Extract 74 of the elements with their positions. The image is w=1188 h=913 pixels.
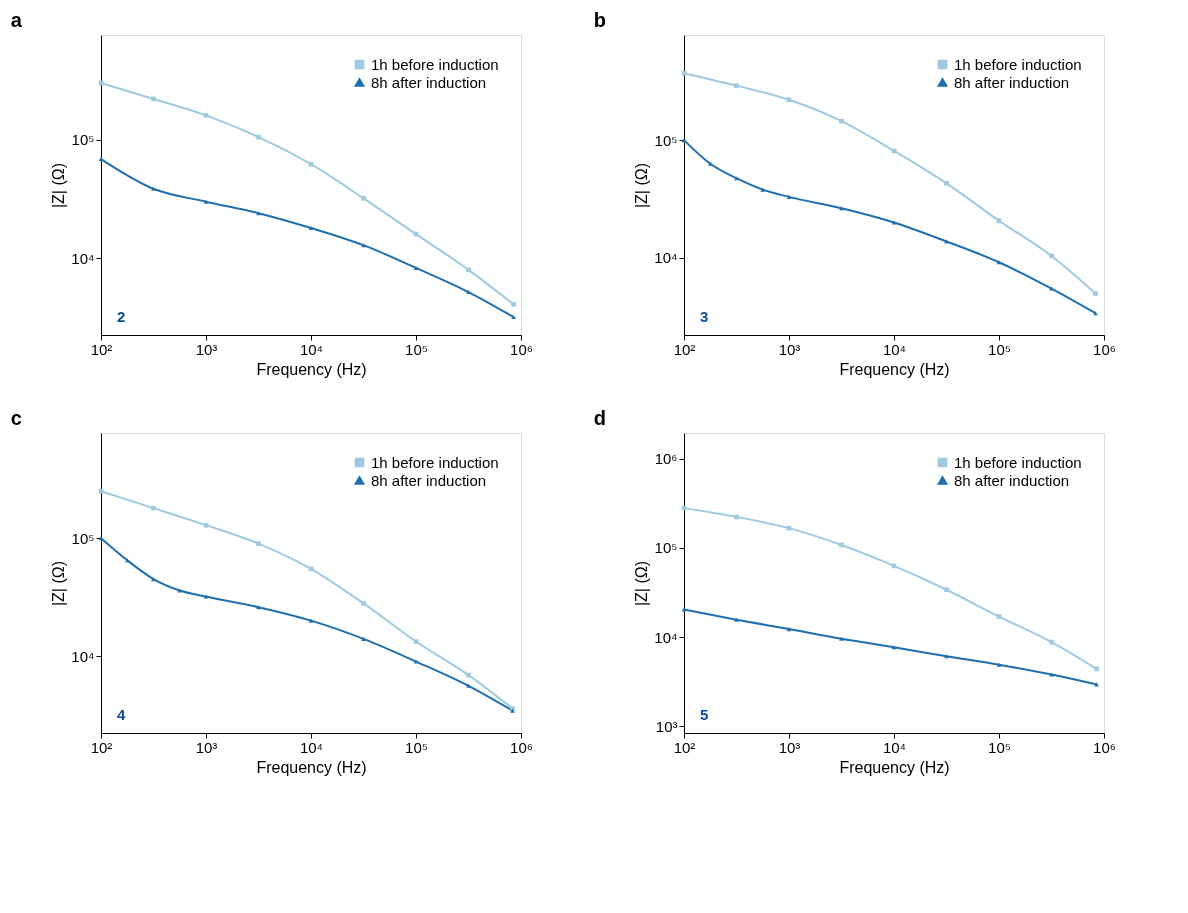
x-tick-label: 10⁶	[510, 738, 533, 756]
y-axis-title: |Z| (Ω)	[633, 560, 651, 607]
x-tick-label: 10⁶	[1093, 738, 1116, 756]
legend-label: 8h after induction	[371, 471, 487, 489]
point	[151, 96, 156, 102]
x-tick-label: 10⁶	[510, 340, 533, 358]
legend-label: 1h before induction	[371, 453, 499, 471]
point	[151, 186, 156, 191]
point	[944, 587, 949, 593]
x-tick-label: 10³	[778, 738, 801, 756]
legend-label: 1h before induction	[954, 55, 1082, 73]
y-tick-label: 10⁵	[71, 529, 95, 547]
point	[256, 134, 261, 140]
point	[839, 636, 844, 641]
x-tick-label: 10⁵	[988, 738, 1011, 756]
y-tick-label: 10³	[655, 717, 678, 735]
x-tick-label: 10⁶	[1093, 340, 1116, 358]
x-axis-title: Frequency (Hz)	[839, 360, 950, 378]
y-tick-label: 10⁴	[71, 647, 95, 665]
x-tick-label: 10³	[195, 738, 218, 756]
chart-title: c	[10, 407, 22, 429]
x-tick-label: 10³	[195, 340, 218, 358]
point	[681, 607, 687, 612]
x-tick-label: 10²	[90, 340, 113, 358]
point	[1049, 639, 1054, 645]
y-tick-label: 10⁵	[654, 131, 678, 149]
point	[839, 542, 844, 548]
point	[734, 617, 739, 622]
annotation: 4	[117, 706, 126, 723]
x-axis-title: Frequency (Hz)	[256, 758, 367, 776]
x-tick-label: 10⁵	[405, 340, 428, 358]
point	[203, 113, 209, 118]
x-tick-label: 10⁵	[988, 340, 1011, 358]
y-axis-title: |Z| (Ω)	[50, 162, 68, 209]
legend-label: 8h after induction	[954, 471, 1070, 489]
x-tick-label: 10²	[673, 340, 696, 358]
point	[996, 614, 1002, 619]
legend-label: 8h after induction	[954, 73, 1070, 91]
point	[203, 199, 209, 204]
x-tick-label: 10⁴	[299, 340, 324, 358]
point	[996, 662, 1002, 667]
point	[361, 195, 366, 201]
y-tick-label: 10⁴	[71, 249, 95, 267]
point	[734, 514, 739, 520]
y-tick-label: 10⁴	[654, 249, 678, 267]
y-tick-label: 10⁵	[71, 131, 95, 149]
x-tick-label: 10⁴	[299, 738, 324, 756]
x-axis-title: Frequency (Hz)	[256, 360, 367, 378]
annotation: 3	[700, 308, 709, 325]
x-axis-title: Frequency (Hz)	[839, 758, 950, 776]
annotation: 5	[700, 706, 709, 723]
chart-title: b	[593, 9, 607, 31]
y-axis-title: |Z| (Ω)	[633, 162, 651, 209]
chart-title: a	[10, 9, 23, 31]
legend-label: 1h before induction	[954, 453, 1082, 471]
point	[466, 290, 471, 295]
y-tick-label: 10⁵	[654, 539, 678, 557]
y-axis-title: |Z| (Ω)	[50, 560, 68, 607]
x-tick-label: 10⁴	[882, 738, 907, 756]
legend-label: 8h after induction	[371, 73, 487, 91]
y-tick-label: 10⁴	[654, 628, 678, 646]
point	[413, 265, 419, 270]
x-tick-label: 10⁴	[882, 340, 907, 358]
legend-label: 1h before induction	[371, 55, 499, 73]
x-tick-label: 10²	[90, 738, 113, 756]
x-tick-label: 10⁵	[405, 738, 428, 756]
annotation: 2	[117, 308, 126, 325]
x-tick-label: 10²	[673, 738, 696, 756]
chart-title: d	[593, 407, 607, 429]
point	[308, 161, 314, 167]
x-tick-label: 10³	[778, 340, 801, 358]
point	[466, 267, 471, 273]
y-tick-label: 10⁶	[654, 450, 678, 468]
point	[1049, 672, 1054, 677]
